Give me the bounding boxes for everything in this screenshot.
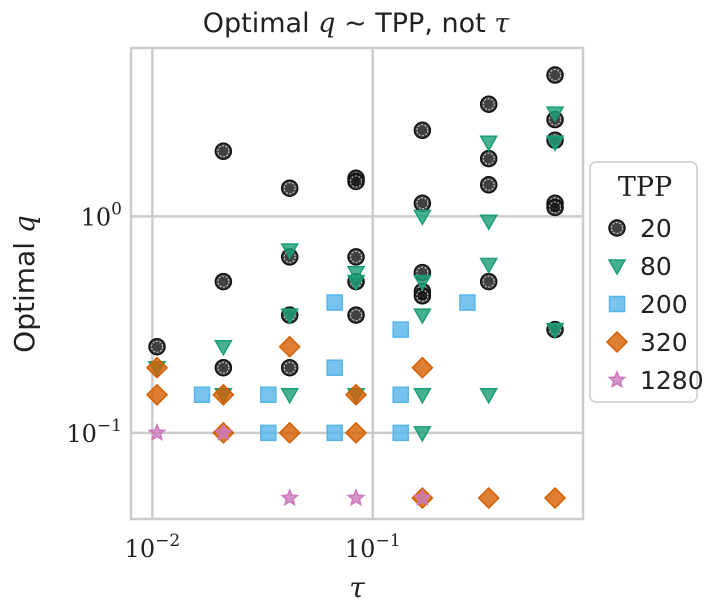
data-point-320 <box>278 335 301 358</box>
legend-label-200: 200 <box>640 290 688 319</box>
data-point-1280 <box>280 488 300 507</box>
data-point-200 <box>392 321 409 338</box>
data-point-20 <box>546 66 564 84</box>
data-point-320 <box>145 356 169 379</box>
data-point-80 <box>346 274 366 292</box>
data-point-80 <box>280 308 299 325</box>
chart-title: Optimal q ∼ TPP, not τ <box>203 8 511 39</box>
data-point-80 <box>479 388 498 405</box>
data-point-80 <box>413 308 432 325</box>
data-point-200 <box>326 424 343 442</box>
data-point-20 <box>148 337 166 356</box>
x-tick-label: 10−2 <box>125 531 181 563</box>
data-point-80 <box>545 322 565 340</box>
legend-label-80: 80 <box>640 252 672 281</box>
data-points <box>145 66 567 510</box>
legend-item-1280: 1280 <box>607 366 704 395</box>
legend-label-1280: 1280 <box>640 366 704 395</box>
data-point-1280 <box>147 422 167 441</box>
data-point-200 <box>326 359 343 376</box>
data-point-20 <box>479 149 498 168</box>
data-point-80 <box>280 243 299 260</box>
y-axis-label: Optimal q <box>8 215 41 353</box>
data-point-320 <box>212 383 235 406</box>
data-point-80 <box>413 209 432 226</box>
data-point-80 <box>479 257 498 274</box>
legend-item-20: 20 <box>608 214 672 243</box>
series-1280 <box>147 422 432 507</box>
legend-marker-320 <box>605 330 629 354</box>
legend-marker-20 <box>608 219 626 237</box>
data-point-320 <box>477 486 500 510</box>
series-200 <box>193 294 476 442</box>
data-point-200 <box>260 386 277 404</box>
data-point-1280 <box>412 488 432 507</box>
x-axis-label: τ <box>349 571 365 604</box>
data-point-80 <box>413 388 432 405</box>
legend-item-80: 80 <box>607 252 672 281</box>
data-point-320 <box>145 383 169 406</box>
series-320 <box>145 335 567 510</box>
legend-item-200: 200 <box>608 290 688 319</box>
data-point-200 <box>260 424 277 442</box>
data-point-20 <box>347 172 365 191</box>
data-point-20 <box>280 179 299 197</box>
data-point-200 <box>193 386 211 404</box>
data-point-80 <box>545 135 565 152</box>
data-point-20 <box>347 306 365 324</box>
data-point-320 <box>344 421 368 444</box>
data-point-20 <box>479 272 498 291</box>
data-point-20 <box>479 176 498 194</box>
data-point-200 <box>326 294 343 311</box>
data-point-320 <box>344 383 368 406</box>
data-point-320 <box>543 486 567 510</box>
data-point-20 <box>347 248 365 266</box>
data-point-200 <box>392 386 409 404</box>
data-point-200 <box>459 294 476 311</box>
data-point-20 <box>479 95 498 113</box>
data-point-20 <box>214 142 233 161</box>
data-point-20 <box>280 358 299 377</box>
data-point-80 <box>479 135 498 152</box>
legend-item-320: 320 <box>605 328 688 357</box>
legend-marker-1280 <box>607 370 627 389</box>
data-point-80 <box>479 214 498 231</box>
y-tick-label: 100 <box>81 199 122 231</box>
data-point-80 <box>413 274 432 292</box>
data-point-80 <box>214 339 233 357</box>
legend-title: TPP <box>618 172 672 203</box>
data-point-1280 <box>213 422 233 441</box>
legend-marker-80 <box>607 259 627 276</box>
legend-marker-200 <box>608 295 626 313</box>
data-point-20 <box>546 198 564 217</box>
legend-label-320: 320 <box>640 328 688 357</box>
y-tick-label: 10−1 <box>66 416 122 448</box>
data-point-1280 <box>346 488 366 507</box>
data-point-200 <box>392 424 409 442</box>
data-point-320 <box>278 421 301 444</box>
data-point-20 <box>214 272 233 291</box>
data-point-80 <box>413 426 432 443</box>
data-point-20 <box>413 121 432 140</box>
data-point-320 <box>411 356 434 379</box>
data-point-80 <box>280 388 299 405</box>
x-tick-label: 10−1 <box>345 531 401 563</box>
data-point-20 <box>413 194 432 213</box>
data-point-80 <box>545 106 565 123</box>
data-point-80 <box>346 265 366 283</box>
legend: TPP 20 80 200 320 1280 <box>589 161 704 403</box>
tick-labels: 10−2 10−1 100 10−1 <box>66 199 400 563</box>
data-point-20 <box>214 358 233 377</box>
legend-label-20: 20 <box>640 214 672 243</box>
